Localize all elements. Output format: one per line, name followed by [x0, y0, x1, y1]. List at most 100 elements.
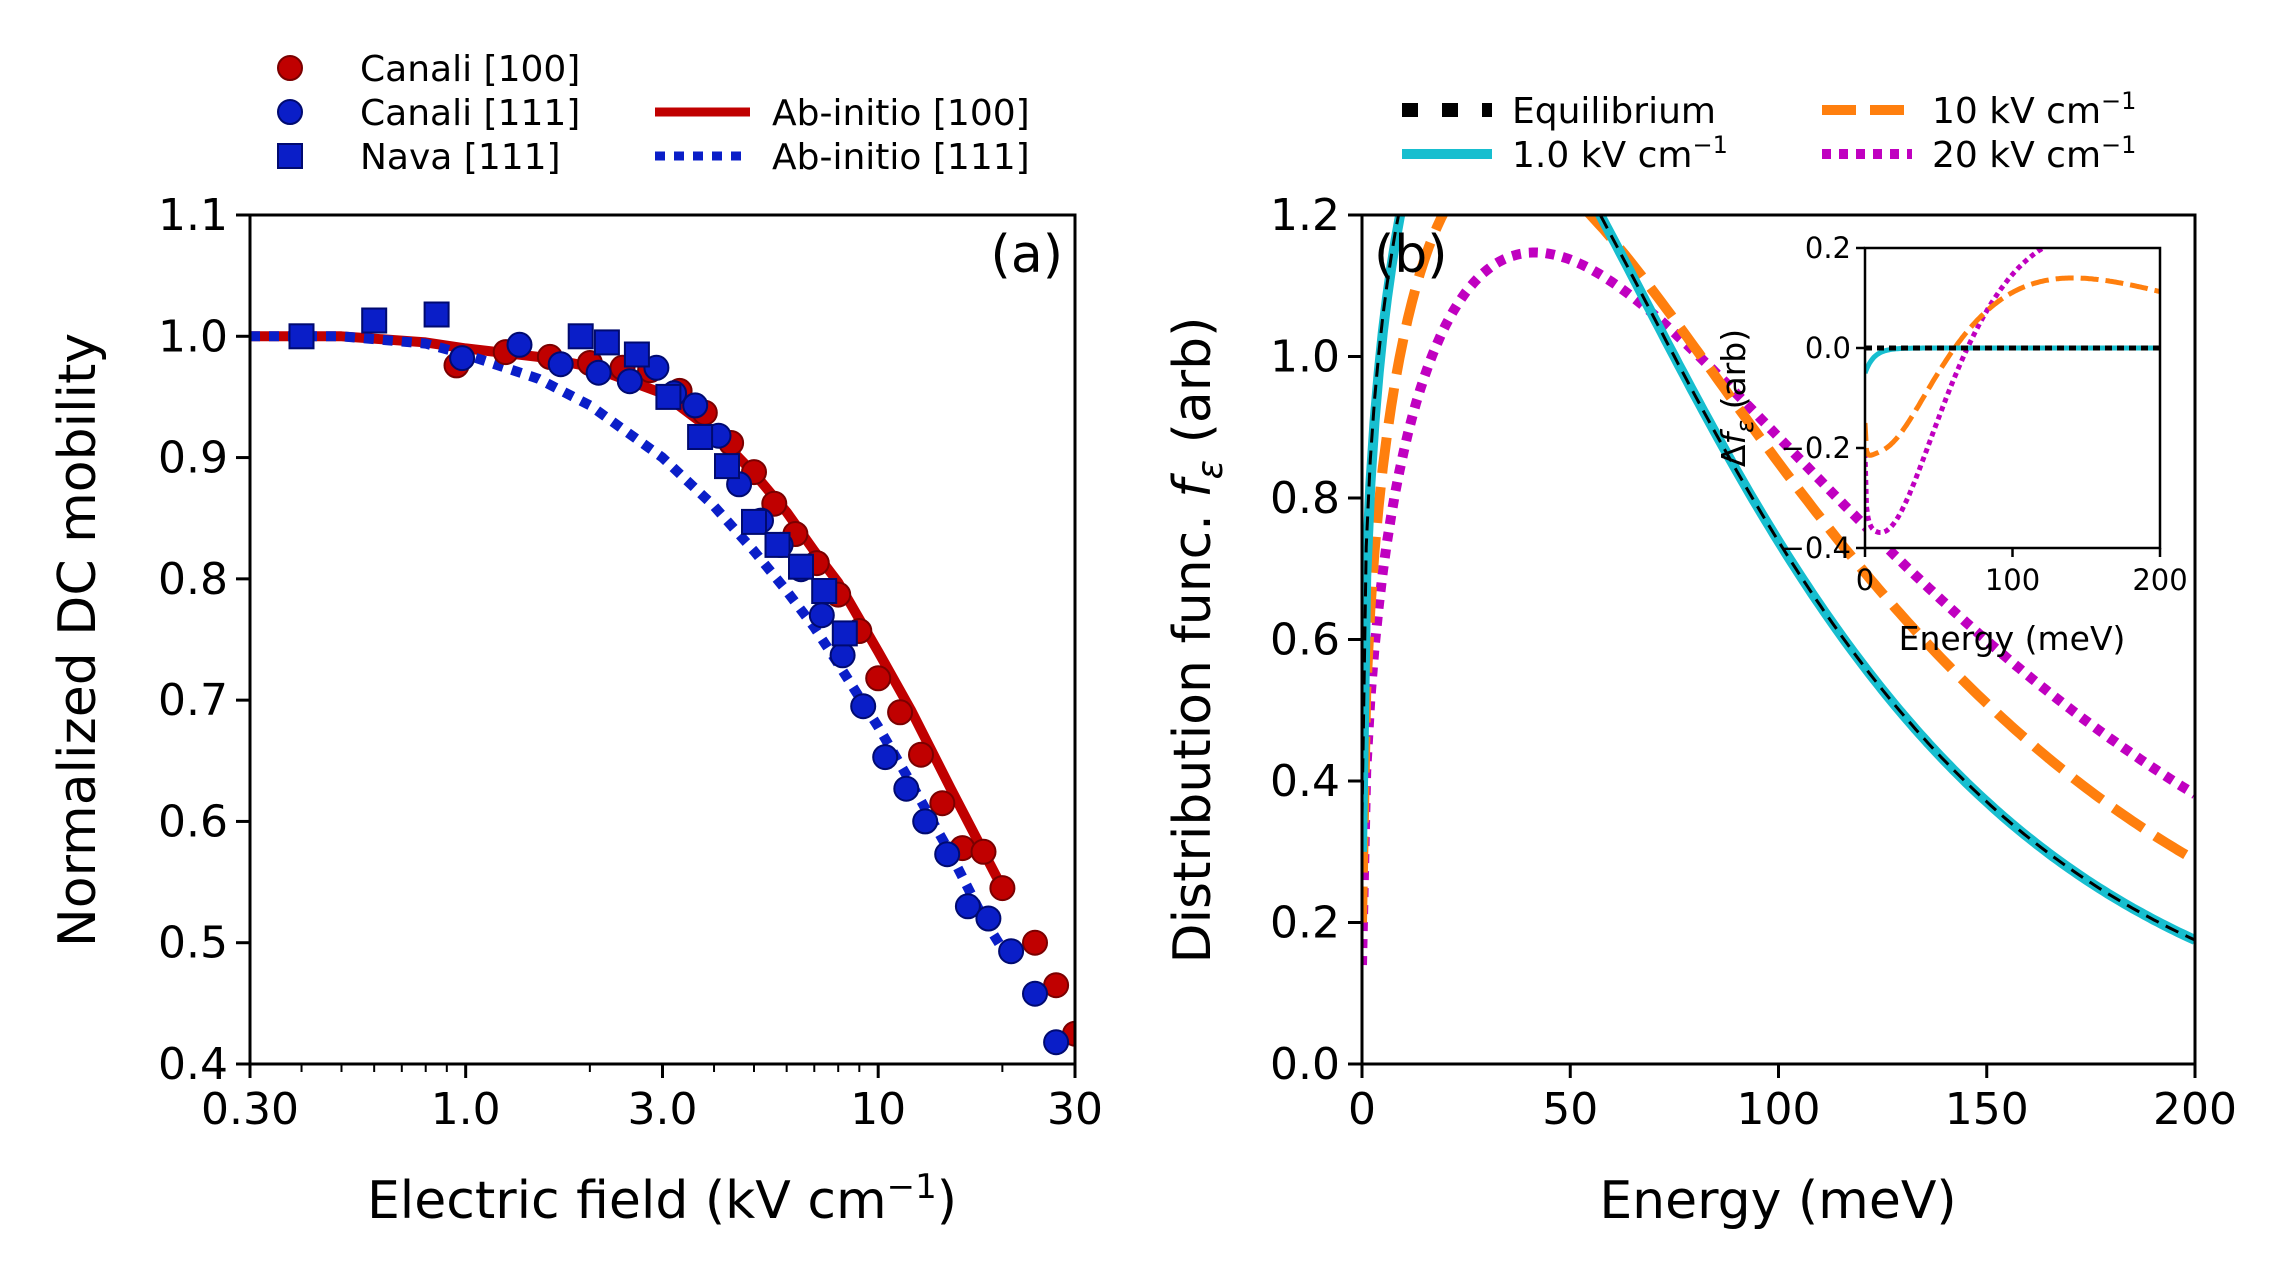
point-canali-111 [850, 693, 877, 720]
point-canali-111 [585, 359, 612, 386]
point-canali-111 [547, 351, 574, 378]
legend-marker-canali-111 [277, 99, 303, 125]
y-tick-label: 0.5 [158, 918, 228, 969]
x-tick-label: 150 [1945, 1084, 2029, 1135]
x-tick-label: 0.30 [201, 1084, 299, 1135]
legend-label-1kv: 1.0 kV cm−1 [1512, 131, 1728, 176]
point-canali-111 [954, 893, 981, 920]
legend-label-nava-111: Nava [111] [360, 137, 561, 178]
series-ab-initio-111-line [250, 331, 1007, 952]
y-tick-label: 1.2 [1270, 190, 1340, 241]
panel-a-plot-area [250, 301, 1075, 1056]
y-tick-label: 0.7 [158, 675, 228, 726]
inset-y-tick-label: −0.2 [1781, 431, 1851, 465]
point-nava-111 [764, 531, 791, 558]
legend-marker-nava-111 [277, 143, 303, 169]
point-nava-111 [361, 307, 388, 334]
panel-a-legend: Canali [100] Canali [111] Nava [111] Ab-… [277, 49, 1030, 178]
inset-x-tick-label: 200 [2132, 563, 2187, 597]
point-nava-111 [687, 424, 714, 450]
point-canali-111 [808, 602, 835, 629]
x-tick-label: 200 [2153, 1084, 2237, 1135]
panel-a: 0.30 1.0 3.0 10 30 0.4 0.5 0.6 0.7 0.8 0.9 1.0 1.1 (… [48, 49, 1103, 1231]
point-nava-111 [714, 453, 740, 480]
point-canali-111 [998, 938, 1025, 965]
panel-a-ylabel: Normalized DC mobility [48, 333, 108, 947]
point-canali-111 [829, 642, 856, 669]
panel-b-legend: Equilibrium 1.0 kV cm−1 10 kV cm−1 20 kV… [1402, 87, 2136, 176]
panel-a-label: (a) [991, 225, 1063, 285]
inset-10-kv-cm-curve [1865, 275, 2160, 458]
x-tick-label: 30 [1047, 1084, 1103, 1135]
panel-b-xlabel: Energy (meV) [1599, 1171, 1956, 1231]
point-canali-100 [908, 741, 934, 768]
point-canali-111 [616, 368, 643, 395]
point-canali-111 [893, 775, 920, 802]
inset-y-tick-label: 0.0 [1805, 331, 1851, 365]
point-canali-111 [449, 345, 476, 372]
y-tick-label: 0.6 [1270, 615, 1340, 666]
point-nava-111 [811, 578, 838, 604]
inset-x-tick-label: 0 [1856, 563, 1874, 597]
y-tick-label: 0.6 [158, 796, 228, 847]
point-canali-111 [934, 841, 961, 868]
inset-plot-area [1865, 248, 2160, 535]
inset-background [1865, 248, 2160, 548]
x-tick-label: 50 [1542, 1084, 1598, 1135]
panel-a-ticks: 0.30 1.0 3.0 10 30 0.4 0.5 0.6 0.7 0.8 0.9 1.0 1.1 [158, 190, 1103, 1135]
point-canali-111 [506, 331, 533, 358]
y-tick-label: 1.0 [158, 311, 228, 362]
point-canali-111 [1043, 1029, 1070, 1056]
panel-a-xlabel: Electric field (kV cm−1) [367, 1167, 957, 1231]
series-equilibrium-curve [1362, 215, 2195, 942]
series-20-kv-cm-curve [1362, 247, 2195, 966]
panel-b-ylabel: Distribution func. fε (arb) [1163, 317, 1231, 964]
point-canali-111 [872, 744, 899, 771]
x-tick-label: 3.0 [628, 1084, 698, 1135]
inset-y-tick-label: −0.4 [1781, 531, 1851, 565]
y-tick-label: 0.8 [158, 554, 228, 605]
inset-xlabel: Energy (meV) [1899, 619, 2126, 658]
y-tick-label: 0.9 [158, 433, 228, 484]
panel-b-label: (b) [1374, 225, 1448, 285]
inset-data-layer [1865, 248, 2160, 535]
legend-label-10kv: 10 kV cm−1 [1932, 87, 2136, 132]
x-tick-label: 10 [850, 1084, 906, 1135]
point-nava-111 [423, 301, 450, 328]
point-canali-100 [887, 699, 914, 726]
point-nava-111 [288, 323, 315, 350]
panel-b-ticks: 0 50 100 150 200 0.0 0.2 0.4 0.6 0.8 1.0 1.2 [1270, 190, 2237, 1135]
point-canali-100 [865, 665, 892, 692]
x-tick-label: 100 [1737, 1084, 1821, 1135]
point-canali-100 [761, 490, 788, 517]
legend-label-abinitio-100: Ab-initio [100] [772, 93, 1030, 134]
series-ab-initio-100-line [250, 331, 1007, 891]
y-tick-label: 0.4 [1270, 756, 1340, 807]
panel-b-plot-area [1362, 215, 2195, 966]
y-tick-label: 0.8 [1270, 473, 1340, 524]
point-nava-111 [788, 553, 814, 580]
point-canali-100 [929, 790, 956, 817]
inset-y-tick-label: 0.2 [1805, 231, 1851, 265]
point-nava-111 [593, 329, 620, 356]
legend-label-equilibrium: Equilibrium [1512, 91, 1716, 132]
point-canali-111 [682, 392, 709, 419]
legend-marker-canali-100 [277, 55, 303, 81]
y-tick-label: 0.2 [1270, 898, 1340, 949]
legend-label-canali-111: Canali [111] [360, 93, 580, 134]
y-tick-label: 1.0 [1270, 332, 1340, 383]
point-canali-100 [989, 875, 1016, 902]
y-tick-label: 0.4 [158, 1039, 228, 1090]
point-nava-111 [831, 620, 858, 647]
point-nava-111 [623, 341, 650, 368]
point-nava-111 [741, 508, 767, 535]
inset-ylabel: Δfε (arb) [1714, 329, 1759, 467]
panel-b: 0 50 100 150 200 0.0 0.2 0.4 0.6 0.8 1.0 1.2 (b) En… [1163, 87, 2237, 1231]
legend-label-abinitio-111: Ab-initio [111] [772, 137, 1030, 178]
legend-label-20kv: 20 kV cm−1 [1932, 131, 2136, 176]
x-tick-label: 0 [1348, 1084, 1376, 1135]
inset-ticks: 0 100 200 −0.4 −0.2 0.0 0.2 [1781, 231, 2188, 597]
y-tick-label: 1.1 [158, 190, 228, 241]
y-tick-label: 0.0 [1270, 1039, 1340, 1090]
